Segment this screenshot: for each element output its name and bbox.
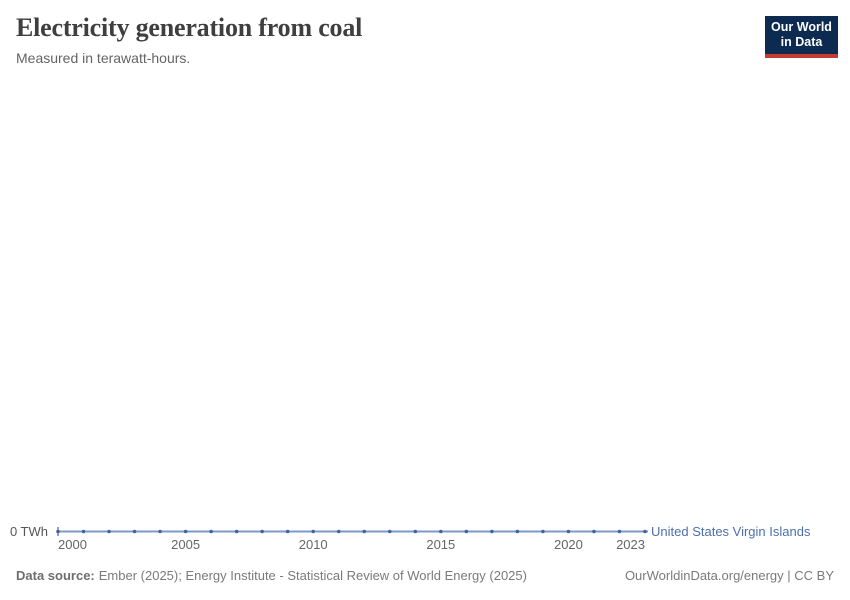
data-point[interactable] — [234, 529, 239, 534]
data-point[interactable] — [617, 529, 622, 534]
data-point[interactable] — [132, 529, 137, 534]
data-point[interactable] — [56, 529, 60, 534]
data-point[interactable] — [107, 529, 111, 534]
x-axis-tick-label: 2023 — [616, 537, 645, 552]
data-point[interactable] — [336, 529, 341, 534]
chart-subtitle: Measured in terawatt-hours. — [16, 50, 191, 66]
chart-title: Electricity generation from coal — [16, 13, 363, 42]
data-point[interactable] — [260, 529, 264, 534]
data-point[interactable] — [362, 529, 367, 534]
data-point[interactable] — [311, 529, 316, 534]
data-point[interactable] — [439, 529, 443, 534]
data-point[interactable] — [566, 529, 571, 534]
data-point[interactable] — [515, 529, 520, 534]
x-axis-tick-label: 2020 — [553, 537, 583, 552]
data-point[interactable] — [490, 529, 494, 534]
data-point[interactable] — [285, 529, 290, 534]
y-axis-zero-label: 0 TWh — [9, 524, 48, 539]
data-point[interactable] — [464, 529, 469, 534]
x-axis-tick-label: 2010 — [298, 537, 328, 552]
x-axis-tick-label: 2000 — [58, 537, 87, 552]
data-point[interactable] — [592, 529, 596, 534]
data-point[interactable] — [183, 529, 188, 534]
owid-logo-line1: Our World — [771, 20, 832, 34]
footer-source-label: Data source: — [16, 568, 95, 583]
data-point[interactable] — [158, 529, 162, 534]
data-point[interactable] — [541, 529, 545, 534]
data-point[interactable] — [81, 529, 86, 534]
x-axis-tick-label: 2005 — [171, 537, 201, 552]
footer-link[interactable]: OurWorldinData.org/energy | CC BY — [624, 568, 834, 583]
series-entity-label[interactable]: United States Virgin Islands — [651, 524, 811, 539]
footer-source: Data source: Ember (2025); Energy Institu… — [16, 568, 527, 583]
footer-source-text: Ember (2025); Energy Institute - Statist… — [98, 568, 527, 583]
owid-logo[interactable]: Our World in Data — [765, 16, 838, 58]
x-axis-tick-label: 2015 — [426, 537, 456, 552]
data-point[interactable] — [209, 529, 213, 534]
data-point[interactable] — [387, 529, 392, 534]
data-point[interactable] — [413, 529, 418, 534]
data-point[interactable] — [643, 529, 647, 534]
owid-logo-line2: in Data — [780, 35, 823, 50]
